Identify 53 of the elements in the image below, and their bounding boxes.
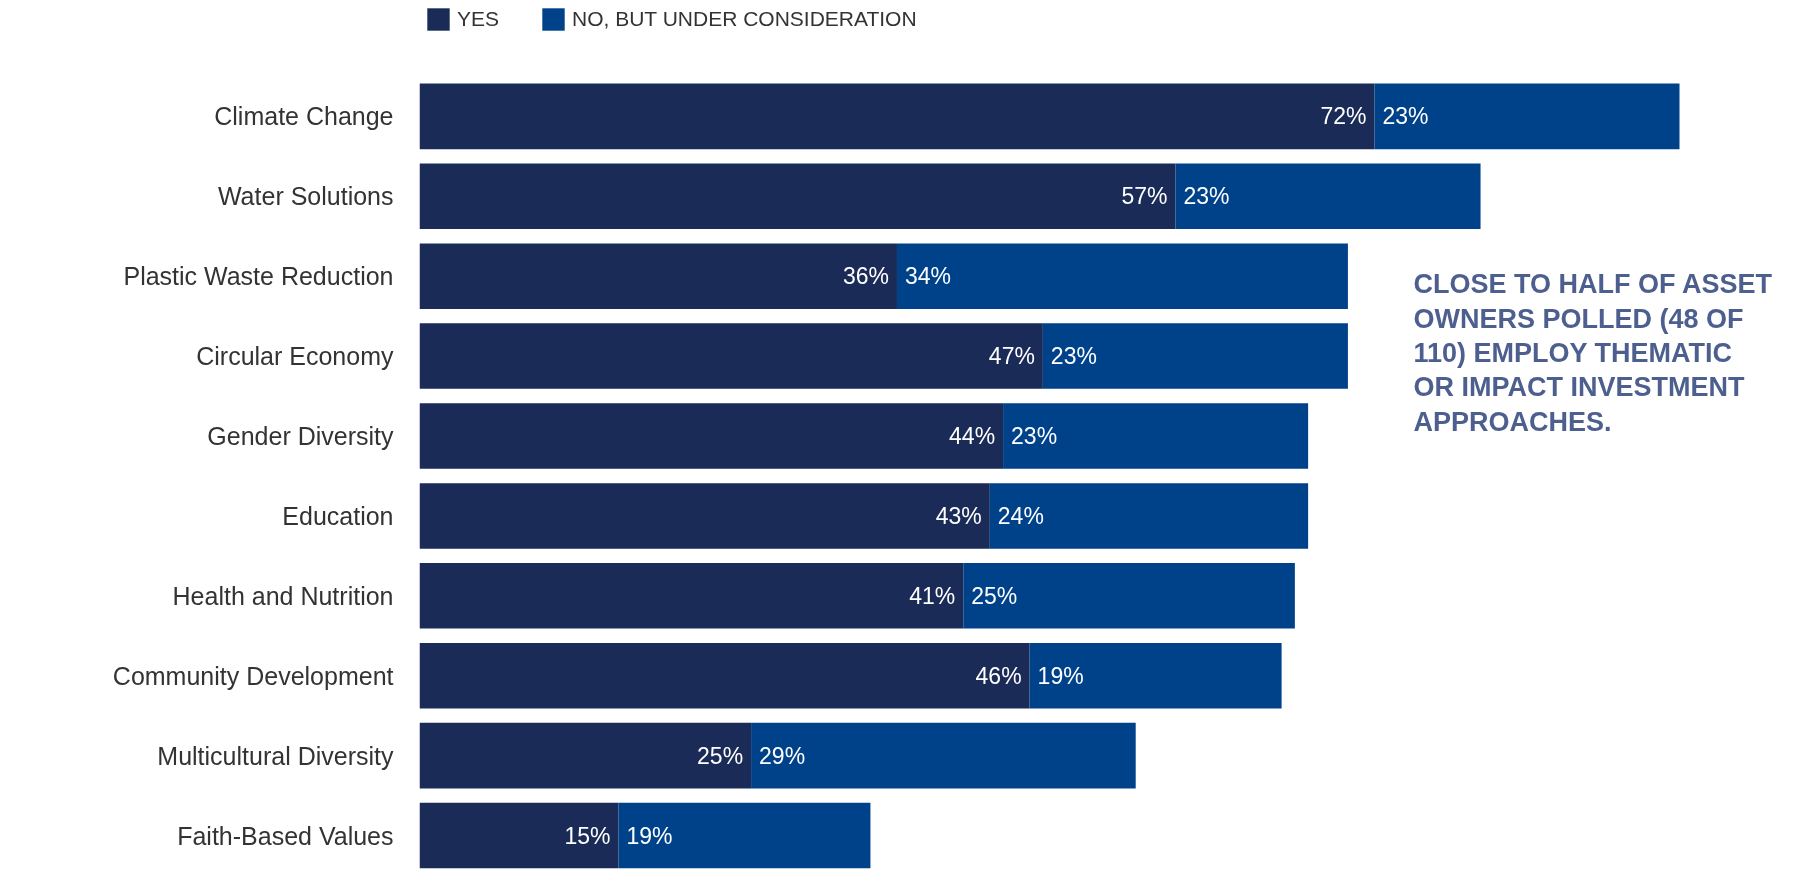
bar	[751, 722, 1136, 789]
data-label: 44%	[949, 423, 996, 449]
data-label: 41%	[909, 582, 956, 609]
bar	[419, 642, 1030, 709]
bar	[419, 83, 1375, 150]
annotation: CLOSE TO HALF OF ASSET OWNERS POLLED (48 OF 110) EMPLOY THEMATIC OR IMPACT INVESTMENT APPROACHES.	[1413, 269, 1773, 437]
data-label: 46%	[975, 662, 1022, 689]
data-label: 23%	[1382, 103, 1429, 130]
y-tick-label: Circular Economy	[196, 342, 394, 371]
data-label: 57%	[1121, 183, 1168, 210]
bar	[618, 802, 871, 869]
y-tick-label: Community Development	[112, 661, 394, 690]
y-tick-label: Faith-Based Values	[177, 821, 394, 850]
bar	[419, 483, 990, 549]
bar	[419, 243, 897, 309]
bar	[419, 403, 1004, 469]
data-label: 25%	[971, 582, 1018, 609]
y-tick-label: Multicultural Diversity	[157, 741, 394, 770]
data-label: 24%	[997, 502, 1044, 529]
bar	[419, 722, 752, 789]
data-label: 19%	[1037, 662, 1084, 689]
y-tick-label: Plastic Waste Reduction	[123, 262, 394, 291]
bar	[1029, 642, 1282, 709]
y-tick-label: Health and Nutrition	[172, 581, 394, 610]
data-label: 36%	[842, 263, 889, 290]
bar	[419, 802, 619, 869]
bar	[419, 163, 1176, 230]
data-label: 23%	[1050, 343, 1097, 370]
data-label: 47%	[988, 343, 1035, 370]
y-tick-label: Education	[282, 501, 394, 530]
bar	[419, 563, 964, 629]
bar	[1374, 83, 1680, 150]
bar	[896, 243, 1348, 309]
data-label: 23%	[1011, 423, 1058, 449]
data-label: 15%	[564, 822, 611, 849]
legend-label: NO, BUT UNDER CONSIDERATION	[572, 7, 917, 31]
data-label: 29%	[759, 742, 806, 769]
bar	[989, 483, 1309, 549]
bar	[1175, 163, 1481, 230]
bar	[1003, 403, 1309, 469]
data-label: 19%	[626, 822, 673, 849]
legend-label: YES	[457, 7, 500, 31]
data-label: 34%	[904, 263, 952, 290]
data-label: 25%	[697, 742, 744, 769]
bar	[963, 563, 1295, 629]
y-tick-label: Water Solutions	[217, 182, 394, 211]
y-tick-label: Gender Diversity	[207, 422, 394, 450]
y-tick-label: Climate Change	[214, 102, 394, 131]
data-label: 72%	[1320, 103, 1367, 130]
data-label: 23%	[1183, 183, 1230, 210]
data-label: 43%	[935, 502, 982, 529]
bar	[1042, 323, 1348, 389]
bar	[419, 323, 1043, 389]
